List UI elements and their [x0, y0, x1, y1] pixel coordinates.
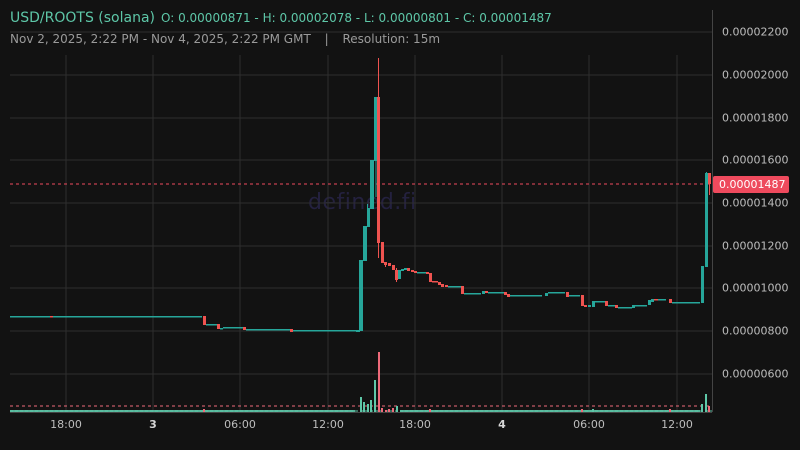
time-label: 12:00 — [312, 418, 344, 431]
price-label: 0.00002000 — [722, 68, 789, 82]
time-label: 18:00 — [399, 418, 431, 431]
vertical-grid — [65, 55, 678, 412]
price-label: 0.00000600 — [722, 367, 789, 381]
price-label: 0.00002200 — [722, 25, 789, 39]
time-label-day: 3 — [149, 418, 157, 431]
price-label: 0.00001200 — [722, 239, 789, 253]
price-label: 0.00000800 — [722, 324, 789, 338]
pair-title: USD/ROOTS (solana) — [10, 10, 155, 26]
ohlc-values: O: 0.00000871 - H: 0.00002078 - L: 0.000… — [161, 11, 552, 25]
time-label: 06:00 — [224, 418, 256, 431]
candlestick-series[interactable] — [10, 58, 711, 332]
chart-header: USD/ROOTS (solana) O: 0.00000871 - H: 0.… — [10, 10, 552, 46]
resolution: Resolution: 15m — [342, 32, 441, 46]
time-label: 06:00 — [573, 418, 605, 431]
volume-histogram[interactable] — [10, 352, 710, 412]
price-label: 0.00001400 — [722, 196, 789, 210]
current-price-tag: 0.00001487 — [713, 176, 790, 193]
time-label: 18:00 — [50, 418, 82, 431]
price-label: 0.00001600 — [722, 153, 789, 167]
time-label-day: 4 — [498, 418, 506, 431]
price-label: 0.00001800 — [722, 111, 789, 125]
date-range: Nov 2, 2025, 2:22 PM - Nov 4, 2025, 2:22… — [10, 32, 311, 46]
time-label: 12:00 — [661, 418, 693, 431]
separator: | — [324, 32, 329, 46]
price-label: 0.00001000 — [722, 281, 789, 295]
horizontal-grid — [10, 31, 712, 375]
